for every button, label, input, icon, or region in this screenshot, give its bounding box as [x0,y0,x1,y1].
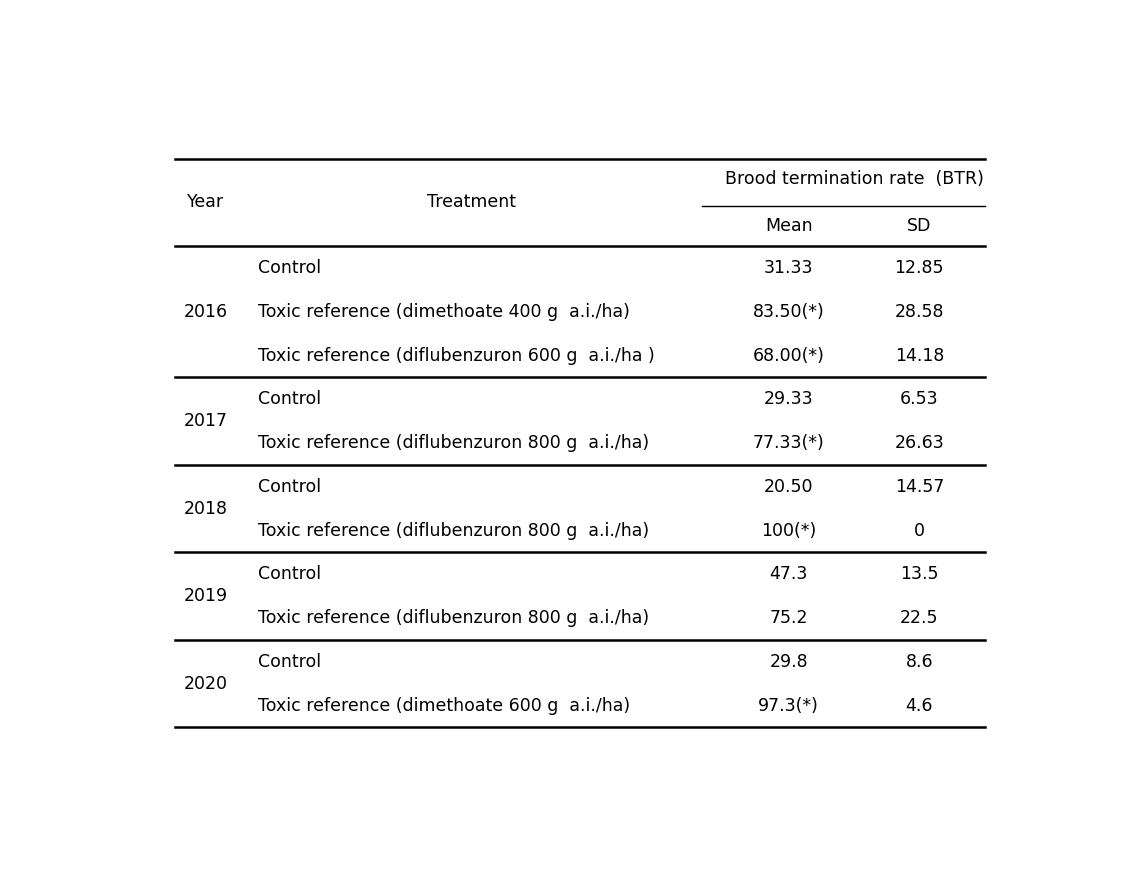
Text: 14.18: 14.18 [895,347,944,364]
Text: Toxic reference (diflubenzuron 800 g  a.i./ha): Toxic reference (diflubenzuron 800 g a.i… [258,609,649,627]
Text: Year: Year [188,193,225,212]
Text: Toxic reference (dimethoate 400 g  a.i./ha): Toxic reference (dimethoate 400 g a.i./h… [258,302,630,321]
Text: 26.63: 26.63 [894,434,944,452]
Text: 29.8: 29.8 [769,653,809,670]
Text: Treatment: Treatment [427,193,515,212]
Text: Toxic reference (dimethoate 600 g  a.i./ha): Toxic reference (dimethoate 600 g a.i./h… [258,697,630,715]
Text: 0: 0 [914,522,925,539]
Text: 28.58: 28.58 [895,302,944,321]
Text: 4.6: 4.6 [905,697,933,715]
Text: 75.2: 75.2 [769,609,809,627]
Text: 20.50: 20.50 [764,478,813,496]
Text: 6.53: 6.53 [900,391,939,408]
Text: Toxic reference (diflubenzuron 600 g  a.i./ha ): Toxic reference (diflubenzuron 600 g a.i… [258,347,655,364]
Text: SD: SD [907,217,931,235]
Text: 83.50(*): 83.50(*) [752,302,824,321]
Text: 8.6: 8.6 [905,653,933,670]
Text: 2020: 2020 [184,675,228,692]
Text: 68.00(*): 68.00(*) [752,347,824,364]
Text: 2018: 2018 [184,500,228,517]
Text: 2016: 2016 [183,302,228,321]
Text: 47.3: 47.3 [769,565,807,583]
Text: 2017: 2017 [184,413,228,430]
Text: Toxic reference (diflubenzuron 800 g  a.i./ha): Toxic reference (diflubenzuron 800 g a.i… [258,522,649,539]
Text: Brood termination rate  (BTR): Brood termination rate (BTR) [724,170,984,188]
Text: Mean: Mean [765,217,813,235]
Text: Control: Control [258,391,321,408]
Text: Control: Control [258,565,321,583]
Text: Control: Control [258,653,321,670]
Text: Control: Control [258,478,321,496]
Text: 2019: 2019 [183,587,228,605]
Text: 77.33(*): 77.33(*) [752,434,824,452]
Text: 12.85: 12.85 [895,259,944,277]
Text: 29.33: 29.33 [764,391,813,408]
Text: 13.5: 13.5 [900,565,939,583]
Text: 97.3(*): 97.3(*) [758,697,819,715]
Text: Toxic reference (diflubenzuron 800 g  a.i./ha): Toxic reference (diflubenzuron 800 g a.i… [258,434,649,452]
Text: Control: Control [258,259,321,277]
Text: 14.57: 14.57 [895,478,944,496]
Text: 22.5: 22.5 [900,609,939,627]
Text: 31.33: 31.33 [764,259,813,277]
Text: 100(*): 100(*) [761,522,816,539]
